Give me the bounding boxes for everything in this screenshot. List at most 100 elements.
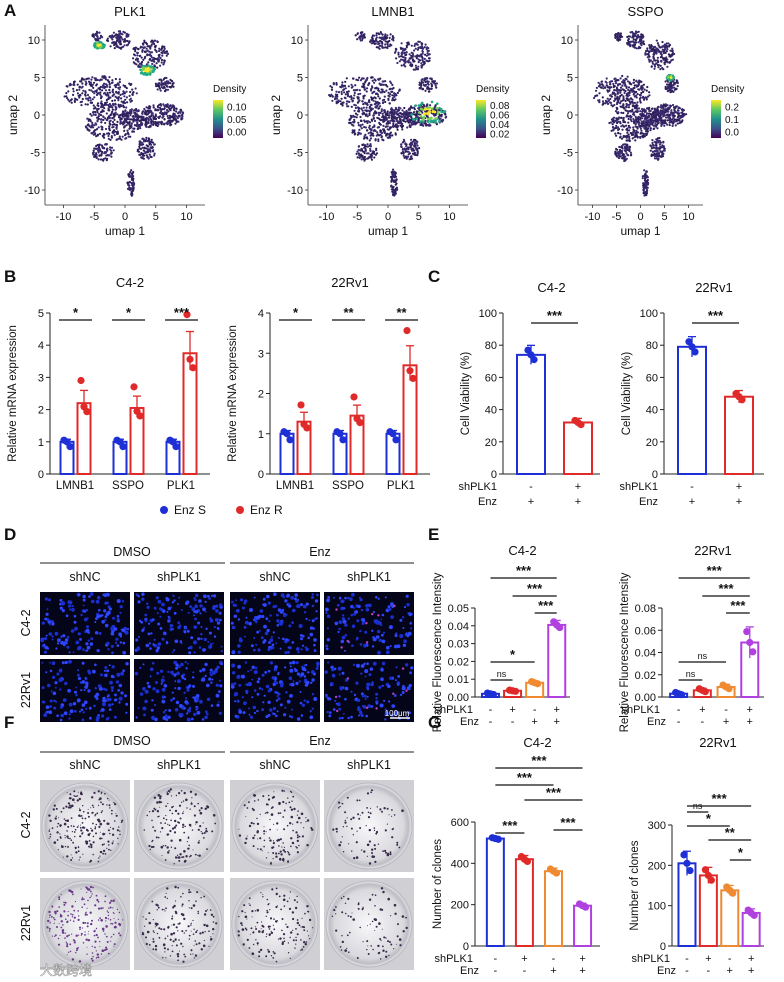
cell-point [625, 152, 628, 155]
cell-point [124, 137, 127, 140]
cell-point [412, 149, 415, 152]
cell-point [156, 66, 159, 69]
cell-point [639, 94, 642, 97]
cell-point [420, 84, 423, 87]
cell-point [627, 103, 631, 107]
cell-point [369, 147, 372, 150]
y-tick-label: 0 [38, 469, 44, 481]
cell-point [610, 86, 613, 89]
cell-point [640, 120, 643, 123]
cell-point [139, 147, 142, 150]
cell-point [657, 115, 661, 118]
cell-point [155, 62, 158, 65]
cell-point [382, 38, 385, 41]
cell-point [163, 61, 166, 64]
cell-point [359, 35, 362, 38]
cell-point [662, 119, 665, 122]
cell-point [151, 120, 155, 123]
cell-point [382, 80, 385, 83]
cell-point [652, 146, 656, 149]
cell-point [678, 106, 681, 109]
bar [724, 395, 754, 475]
cell-point [348, 121, 351, 124]
legend-title: Density [213, 84, 246, 95]
cell-point [111, 102, 115, 106]
cell-point [389, 80, 392, 83]
y-tick-label: 80 [646, 340, 658, 352]
cell-point [642, 134, 645, 137]
cell-point [629, 40, 632, 44]
cell-point [147, 118, 150, 121]
cell-point [659, 68, 662, 71]
cell-point [401, 128, 404, 131]
cell-point [84, 80, 87, 83]
cell-point [108, 102, 111, 106]
cell-point [125, 96, 128, 99]
condition-sign: - [700, 716, 704, 728]
cell-point [167, 106, 170, 109]
cell-point [671, 51, 675, 54]
cell-point [111, 131, 114, 134]
cell-point [414, 55, 417, 58]
cell-point [96, 144, 99, 147]
cell-point [598, 99, 601, 102]
cell-point [375, 134, 378, 137]
cell-point [340, 86, 343, 89]
cell-point [334, 95, 337, 99]
cell-point [397, 114, 401, 117]
cell-point [360, 158, 363, 161]
cell-point [655, 140, 658, 143]
cell-point [124, 98, 127, 101]
cell-point [109, 113, 112, 116]
significance-label: * [293, 305, 299, 320]
cell-point [79, 93, 82, 96]
cell-point [635, 134, 638, 137]
cell-point [108, 116, 112, 119]
cell-point [111, 90, 114, 93]
cell-point [97, 115, 100, 118]
cell-point [93, 130, 96, 133]
cell-point [624, 99, 627, 103]
cell-point [161, 52, 164, 55]
cell-point [616, 151, 619, 154]
cell-point [411, 52, 414, 55]
chart-title: 22Rv1 [331, 275, 369, 290]
cell-point [82, 78, 86, 81]
cell-point [661, 57, 665, 60]
cell-point [399, 120, 402, 123]
cell-point [599, 83, 602, 86]
cell-point [391, 193, 395, 196]
cell-point [181, 115, 184, 118]
condition-sign: + [509, 704, 515, 716]
cell-point [353, 91, 356, 95]
cell-point [130, 112, 133, 115]
cell-point [350, 105, 353, 108]
cell-point [96, 34, 99, 37]
cell-point [639, 136, 642, 139]
cell-point [642, 183, 646, 186]
cell-point [107, 107, 110, 110]
cell-point [93, 96, 96, 99]
cell-point [616, 101, 619, 104]
cell-point [614, 132, 617, 135]
cell-point [660, 110, 663, 113]
cell-point [618, 116, 621, 119]
cell-point [118, 38, 121, 42]
cell-point [150, 115, 153, 118]
density-point [440, 107, 443, 111]
cell-point [667, 113, 670, 116]
cell-point [134, 50, 137, 53]
cell-point [159, 108, 162, 111]
cell-point [423, 79, 426, 82]
cell-point [626, 99, 630, 102]
density-point [436, 102, 439, 105]
cell-point [640, 129, 643, 132]
cell-point [624, 109, 627, 112]
cell-point [141, 122, 144, 125]
panel-letter-f: F [4, 713, 14, 732]
cell-point [662, 104, 665, 107]
cell-point [637, 81, 640, 84]
cell-point [105, 112, 108, 115]
cell-point [619, 86, 623, 89]
